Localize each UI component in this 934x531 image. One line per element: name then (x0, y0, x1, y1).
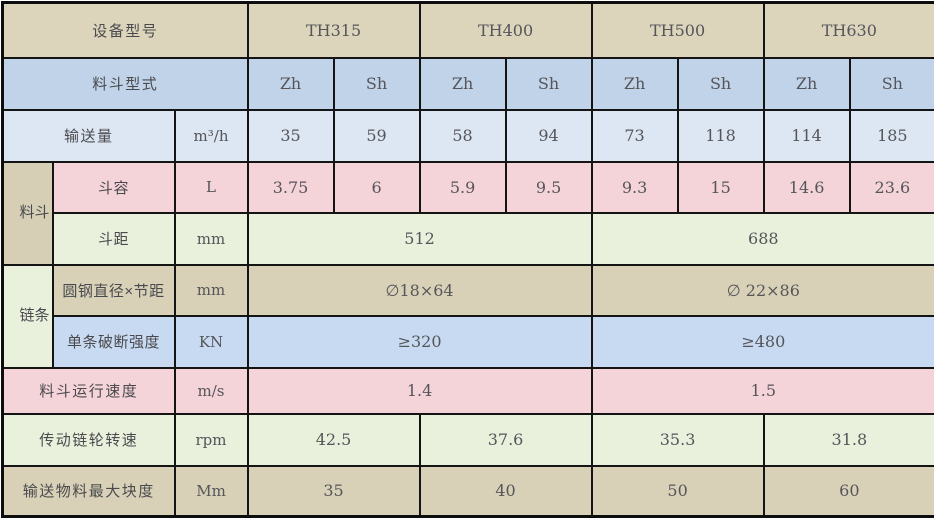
bucket-volume-unit: L (173, 160, 249, 214)
bucket-volume-cell: 23.6 (848, 160, 934, 214)
capacity-cell: 59 (332, 108, 421, 163)
sprocket-label: 传动链轮转速 (1, 412, 176, 467)
chain-strength-unit: KN (173, 314, 249, 369)
chain-strength-row: 单条破断强度 KN ≥320 ≥480 (3, 314, 934, 369)
chain-strength-label: 单条破断强度 (51, 314, 176, 369)
bucket-volume-cell: 15 (676, 160, 765, 214)
capacity-cell: 73 (590, 108, 679, 163)
speed-row: 料斗运行速度 m/s 1.4 1.5 (1, 366, 934, 415)
chain-dim-label: 圆钢直径×节距 (51, 263, 176, 317)
bucket-group-cell: 料斗 (1, 160, 54, 266)
sprocket-cell: 42.5 (246, 412, 421, 467)
sprocket-cell: 37.6 (418, 412, 593, 467)
bucket-type-label: 料斗型式 (1, 56, 249, 111)
bucket-type-cell: Zh (246, 56, 335, 111)
sprocket-cell: 31.8 (762, 412, 934, 467)
model-th400-cell: TH400 (418, 1, 593, 59)
chain-group-label: 链条 (19, 306, 50, 324)
chain-strength-cell: ≥320 (246, 314, 593, 369)
bucket-type-cell: Zh (590, 56, 679, 111)
model-th500-cell: TH500 (590, 1, 765, 59)
lump-unit: Mm (173, 464, 249, 518)
lump-cell: 35 (246, 464, 421, 518)
sprocket-unit: rpm (173, 412, 249, 467)
speed-cell: 1.5 (590, 366, 934, 415)
bucket-type-cell: Zh (418, 56, 507, 111)
bucket-type-cell: Sh (504, 56, 593, 111)
speed-cell: 1.4 (246, 366, 593, 415)
capacity-label: 输送量 (1, 108, 176, 163)
bucket-pitch-row: 斗距 mm 512 688 (3, 211, 934, 266)
bucket-pitch-cell: 688 (590, 211, 934, 266)
lump-row: 输送物料最大块度 Mm 35 40 50 60 (1, 464, 934, 518)
bucket-pitch-label: 斗距 (51, 211, 176, 266)
capacity-row: 输送量 m³/h 35 59 58 94 73 118 114 185 (1, 108, 934, 163)
chain-strength-cell: ≥480 (590, 314, 934, 369)
capacity-unit: m³/h (173, 108, 249, 163)
capacity-cell: 35 (246, 108, 335, 163)
bucket-type-row: 料斗型式 Zh Sh Zh Sh Zh Sh Zh Sh (1, 56, 934, 111)
bucket-pitch-cell: 512 (246, 211, 593, 266)
bucket-volume-cell: 14.6 (762, 160, 851, 214)
model-th315-cell: TH315 (246, 1, 421, 59)
lump-cell: 60 (762, 464, 934, 518)
bucket-type-cell: Zh (762, 56, 851, 111)
model-row: 设备型号 TH315 TH400 TH500 TH630 (1, 1, 934, 59)
bucket-volume-row: 料斗 斗容 L 3.75 6 5.9 9.5 9.3 15 14.6 23.6 (1, 160, 934, 266)
lump-cell: 40 (418, 464, 593, 518)
bucket-volume-cell: 5.9 (418, 160, 507, 214)
speed-label: 料斗运行速度 (1, 366, 176, 415)
bucket-type-cell: Sh (332, 56, 421, 111)
capacity-cell: 58 (418, 108, 507, 163)
capacity-cell: 114 (762, 108, 851, 163)
sprocket-row: 传动链轮转速 rpm 42.5 37.6 35.3 31.8 (1, 412, 934, 467)
bucket-type-cell: Sh (676, 56, 765, 111)
bucket-pitch-unit: mm (173, 211, 249, 266)
bucket-volume-cell: 6 (332, 160, 421, 214)
chain-dim-unit: mm (173, 263, 249, 317)
bucket-group-label: 料斗 (19, 203, 50, 221)
bucket-volume-cell: 9.3 (590, 160, 679, 214)
model-row-label: 设备型号 (1, 1, 249, 59)
chain-dim-cell: ∅ 22×86 (590, 263, 934, 317)
chain-dim-cell: ∅18×64 (246, 263, 593, 317)
bucket-volume-label: 斗容 (51, 160, 176, 214)
lump-cell: 50 (590, 464, 765, 518)
lump-label: 输送物料最大块度 (1, 464, 176, 518)
capacity-cell: 94 (504, 108, 593, 163)
bucket-type-cell: Sh (848, 56, 934, 111)
capacity-cell: 185 (848, 108, 934, 163)
sprocket-cell: 35.3 (590, 412, 765, 467)
speed-unit: m/s (173, 366, 249, 415)
bucket-volume-cell: 3.75 (246, 160, 335, 214)
equipment-spec-table: 设备型号 TH315 TH400 TH500 TH630 料斗型式 Zh Sh … (1, 1, 934, 518)
bucket-volume-cell: 9.5 (504, 160, 593, 214)
model-th630-cell: TH630 (762, 1, 934, 59)
chain-dim-row: 链条 圆钢直径×节距 mm ∅18×64 ∅ 22×86 (1, 263, 934, 369)
capacity-cell: 118 (676, 108, 765, 163)
chain-group-cell: 链条 (1, 263, 54, 369)
